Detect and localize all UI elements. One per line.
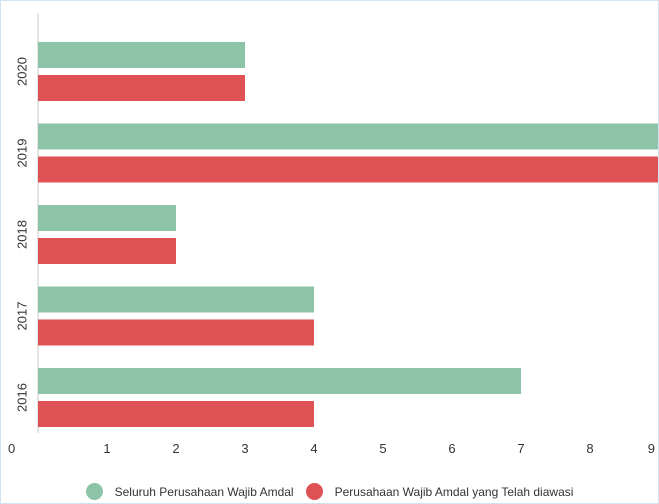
- legend-marker-telah-diawasi: [305, 483, 323, 500]
- x-tick-label-3: 3: [241, 441, 248, 456]
- x-tick-label-1: 1: [103, 441, 110, 456]
- x-tick-label-5: 5: [379, 441, 386, 456]
- category-label-2017: 2017: [15, 302, 30, 331]
- x-tick-label-9: 9: [648, 441, 655, 456]
- legend-label-telah-diawasi: Perusahaan Wajib Amdal yang Telah diawas…: [334, 484, 574, 499]
- category-label-2016: 2016: [15, 383, 30, 412]
- category-label-2020: 2020: [15, 57, 30, 86]
- legend-item-telah-diawasi[interactable]: Perusahaan Wajib Amdal yang Telah diawas…: [305, 483, 574, 500]
- legend: Seluruh Perusahaan Wajib Amdal Perusahaa…: [1, 483, 658, 500]
- bar-2020-series-1[interactable]: [38, 42, 245, 68]
- x-tick-label-0: 0: [8, 441, 15, 456]
- bar-2016-series-2[interactable]: [38, 401, 314, 427]
- x-tick-label-8: 8: [586, 441, 593, 456]
- legend-label-seluruh-perusahaan: Seluruh Perusahaan Wajib Amdal: [114, 484, 294, 499]
- legend-marker-seluruh-perusahaan: [85, 483, 103, 500]
- bar-2018-series-2[interactable]: [38, 238, 176, 264]
- x-tick-label-7: 7: [517, 441, 524, 456]
- category-label-2018: 2018: [15, 220, 30, 249]
- bar-2019-series-1[interactable]: [38, 123, 658, 150]
- category-label-2019: 2019: [15, 139, 30, 168]
- x-tick-label-2: 2: [172, 441, 179, 456]
- bar-2018-series-1[interactable]: [38, 205, 176, 231]
- bar-2020-series-2[interactable]: [38, 75, 245, 101]
- bar-2017-series-1[interactable]: [38, 286, 314, 313]
- bar-2016-series-1[interactable]: [38, 368, 521, 394]
- bar-2017-series-2[interactable]: [38, 319, 314, 346]
- x-tick-label-4: 4: [310, 441, 317, 456]
- legend-item-seluruh-perusahaan[interactable]: Seluruh Perusahaan Wajib Amdal: [85, 483, 294, 500]
- bar-chart: 2020 2019 2018 2017 2016 0 1 2 3 4 5 6 7 8 9: [8, 13, 658, 456]
- bar-2019-series-2[interactable]: [38, 156, 658, 183]
- x-tick-label-6: 6: [448, 441, 455, 456]
